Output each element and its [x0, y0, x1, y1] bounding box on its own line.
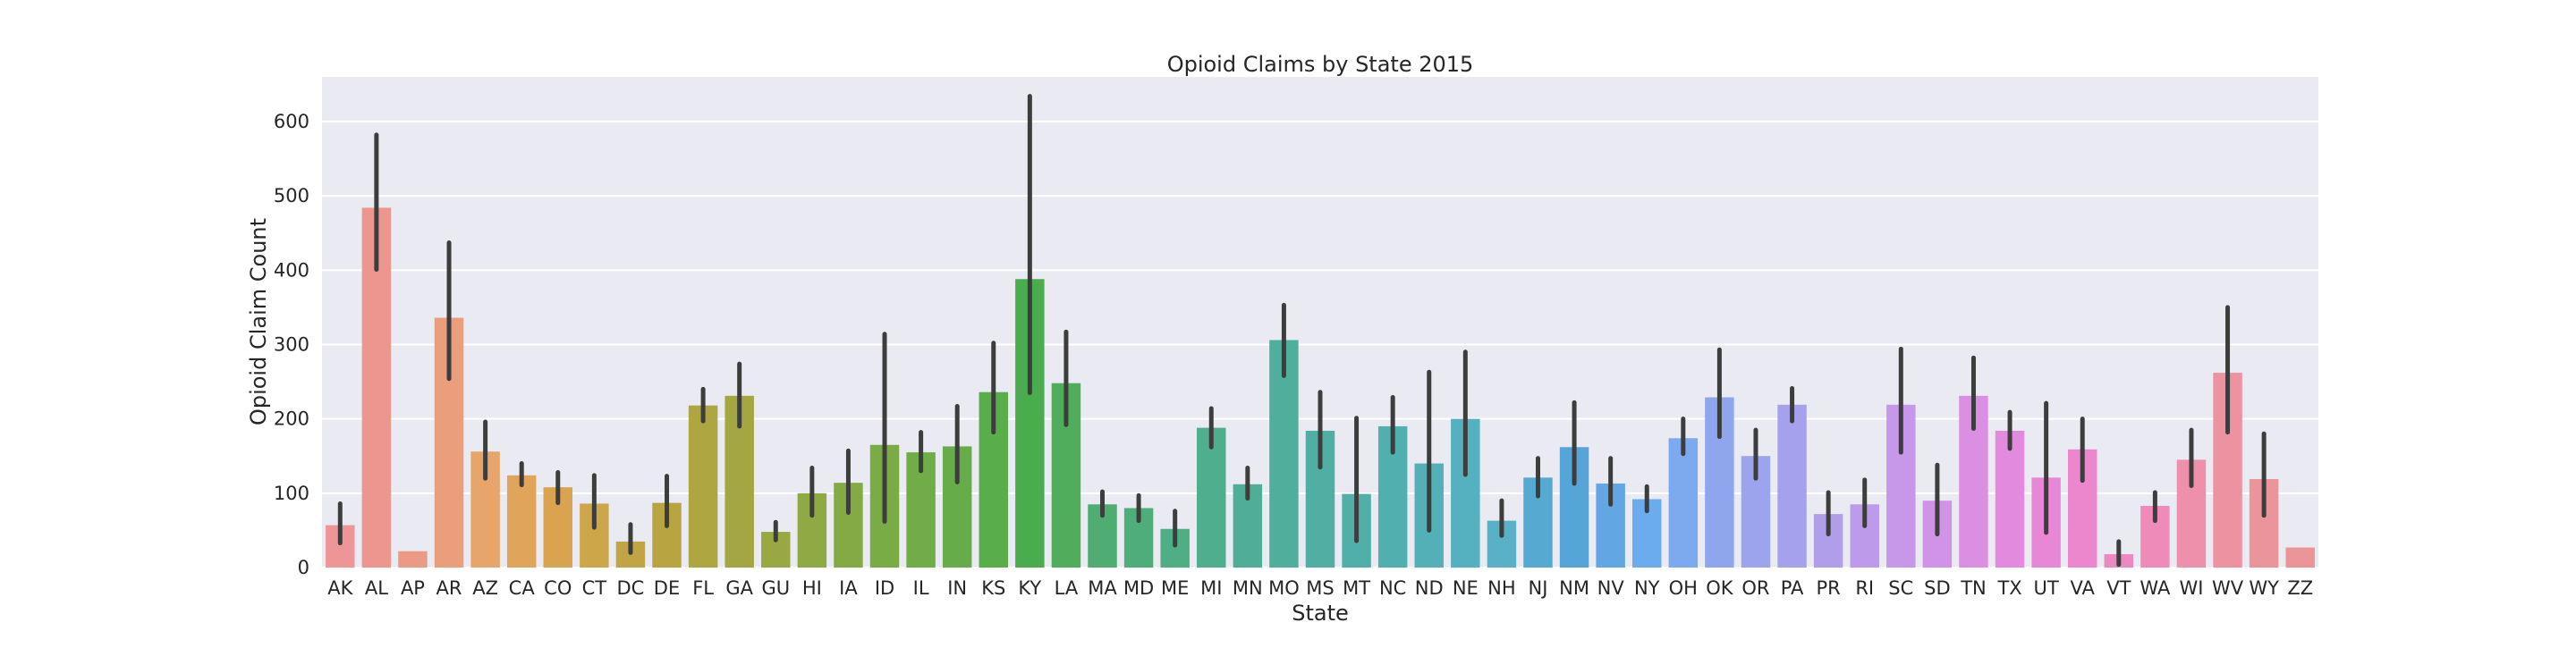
x-tick-label-CA: CA: [509, 577, 536, 599]
x-tick-label-WV: WV: [2212, 577, 2244, 599]
error-bars: [337, 94, 2267, 568]
bar-OH: [1668, 438, 1699, 568]
chart-title: Opioid Claims by State 2015: [1167, 52, 1474, 77]
y-tick-label: 500: [274, 185, 309, 206]
x-tick-label-CT: CT: [582, 577, 607, 599]
x-tick-label-CO: CO: [544, 577, 572, 599]
x-tick-label-DE: DE: [654, 577, 680, 599]
y-tick-label: 600: [274, 111, 309, 132]
x-tick-label-LA: LA: [1055, 577, 1079, 599]
x-tick-label-ID: ID: [875, 577, 894, 599]
bar-MI: [1197, 427, 1226, 568]
bars: [326, 207, 2315, 568]
x-axis-label: State: [1292, 601, 1349, 626]
x-tick-label-VT: VT: [2106, 577, 2131, 599]
bar-TX: [1995, 430, 2025, 568]
x-tick-label-GA: GA: [725, 577, 753, 599]
x-tick-label-NV: NV: [1597, 577, 1625, 599]
y-axis-label: Opioid Claim Count: [246, 218, 271, 425]
x-tick-label-MT: MT: [1343, 577, 1370, 599]
x-tick-label-AK: AK: [327, 577, 353, 599]
x-tick-label-NC: NC: [1379, 577, 1406, 599]
x-tick-label-MA: MA: [1088, 577, 1117, 599]
x-tick-label-PR: PR: [1817, 577, 1841, 599]
y-tick-label: 100: [274, 483, 309, 504]
y-tick-labels: 0 100 200 300 400 500 600: [274, 111, 309, 578]
x-tick-label-MD: MD: [1123, 577, 1154, 599]
x-tick-label-TN: TN: [1960, 577, 1987, 599]
x-tick-label-ZZ: ZZ: [2287, 577, 2313, 599]
x-tick-label-HI: HI: [802, 577, 822, 599]
x-tick-label-MI: MI: [1200, 577, 1222, 599]
x-tick-label-NJ: NJ: [1529, 577, 1548, 599]
bar-PA: [1777, 404, 1807, 568]
x-tick-label-AZ: AZ: [472, 577, 498, 599]
x-tick-label-PA: PA: [1781, 577, 1804, 599]
x-tick-label-TX: TX: [1996, 577, 2021, 599]
y-tick-label: 0: [298, 557, 309, 578]
x-tick-label-NE: NE: [1453, 577, 1479, 599]
x-tick-label-GU: GU: [761, 577, 790, 599]
bar-FL: [688, 405, 718, 568]
x-tick-label-WA: WA: [2140, 577, 2171, 599]
x-tick-label-IL: IL: [913, 577, 929, 599]
x-tick-label-NM: NM: [1559, 577, 1589, 599]
x-tick-label-ME: ME: [1161, 577, 1189, 599]
x-tick-label-DC: DC: [617, 577, 645, 599]
x-tick-label-WY: WY: [2249, 577, 2279, 599]
x-tick-label-AL: AL: [365, 577, 388, 599]
bar-ZZ: [2285, 547, 2315, 568]
x-tick-label-OK: OK: [1706, 577, 1734, 599]
y-tick-label: 200: [274, 408, 309, 430]
x-tick-label-SC: SC: [1888, 577, 1913, 599]
x-tick-label-MO: MO: [1268, 577, 1300, 599]
x-tick-label-IN: IN: [947, 577, 967, 599]
x-tick-label-NH: NH: [1487, 577, 1516, 599]
x-tick-label-RI: RI: [1855, 577, 1874, 599]
x-tick-label-MS: MS: [1306, 577, 1334, 599]
x-tick-label-IA: IA: [839, 577, 858, 599]
x-tick-labels: AK AL AP AR AZ CA CO CT DC DE FL GA GU HI IA ID IL IN KS KY…: [327, 577, 2313, 599]
x-tick-label-OR: OR: [1741, 577, 1769, 599]
x-tick-label-ND: ND: [1415, 577, 1444, 599]
x-tick-label-OH: OH: [1669, 577, 1698, 599]
x-tick-label-AR: AR: [436, 577, 462, 599]
x-tick-label-NY: NY: [1634, 577, 1660, 599]
bar-CA: [506, 475, 537, 568]
x-tick-label-UT: UT: [2034, 577, 2059, 599]
bar-AP: [398, 551, 428, 568]
x-tick-label-VA: VA: [2071, 577, 2096, 599]
x-tick-label-SD: SD: [1924, 577, 1951, 599]
y-tick-label: 300: [274, 333, 309, 355]
x-tick-label-FL: FL: [692, 577, 714, 599]
x-tick-label-KY: KY: [1018, 577, 1041, 599]
x-tick-label-AP: AP: [401, 577, 425, 599]
x-tick-label-MN: MN: [1233, 577, 1263, 599]
x-tick-label-KS: KS: [981, 577, 1005, 599]
x-tick-label-WI: WI: [2179, 577, 2203, 599]
y-tick-label: 400: [274, 259, 309, 281]
